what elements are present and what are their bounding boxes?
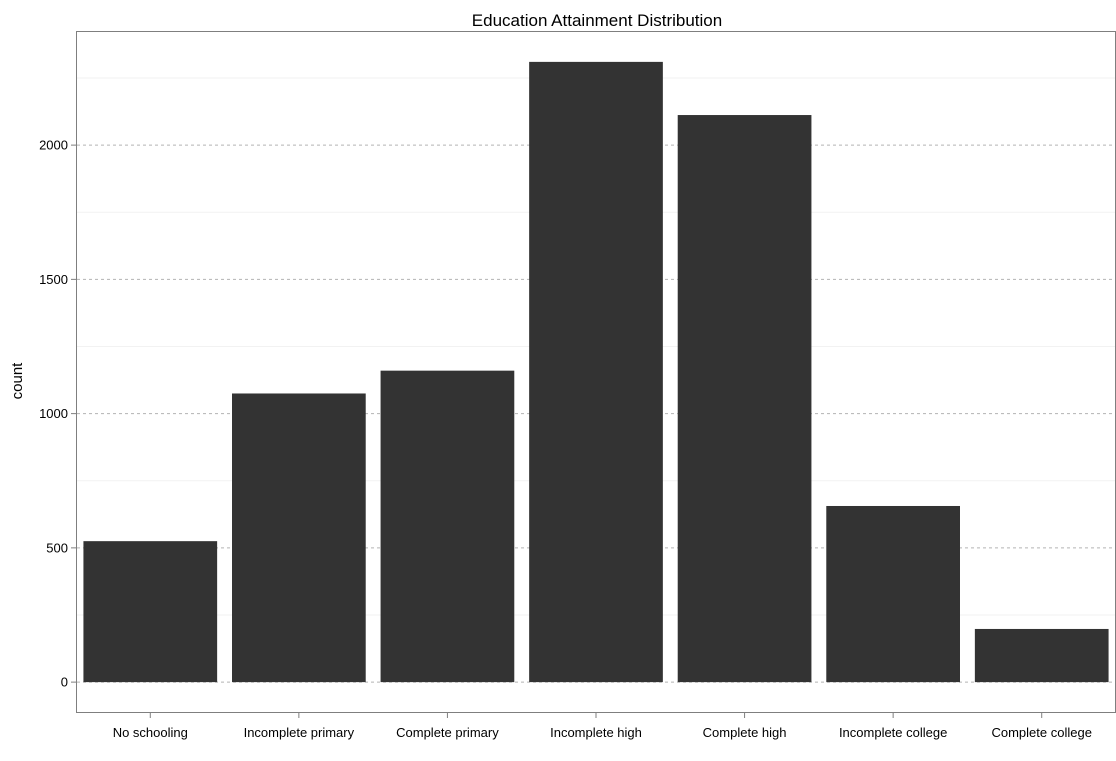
y-axis-title: count	[9, 362, 26, 400]
y-tick-label: 1000	[39, 406, 68, 421]
chart-title: Education Attainment Distribution	[472, 11, 722, 30]
bar	[677, 115, 812, 683]
bar	[974, 628, 1109, 683]
y-tick-label: 2000	[39, 138, 68, 153]
bar	[380, 370, 515, 683]
axes: 0 500 1000 1500 2000 No schooling Incomplete p…	[39, 138, 1092, 740]
x-tick-label: Complete high	[703, 725, 787, 740]
bar	[232, 393, 366, 683]
x-tick-label: No schooling	[113, 725, 188, 740]
x-tick-label: Complete primary	[396, 725, 499, 740]
x-tick-label: Incomplete primary	[244, 725, 355, 740]
x-tick-label: Incomplete college	[839, 725, 947, 740]
y-tick-label: 500	[46, 540, 68, 555]
bars	[83, 61, 1109, 683]
x-tick-label: Complete college	[991, 725, 1091, 740]
bar	[529, 61, 663, 683]
x-tick-label: Incomplete high	[550, 725, 642, 740]
y-tick-label: 1500	[39, 272, 68, 287]
bar	[826, 505, 960, 683]
y-tick-label: 0	[61, 675, 68, 690]
bar	[83, 541, 218, 683]
